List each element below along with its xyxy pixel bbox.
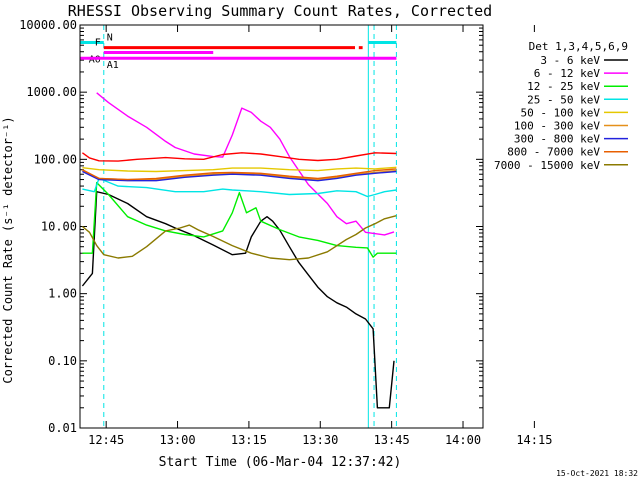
legend-label: 25 - 50 keV	[527, 93, 600, 106]
series-line	[82, 168, 397, 181]
legend-label: 12 - 25 keV	[527, 80, 600, 93]
plot-frame	[79, 24, 484, 429]
series-line	[82, 181, 397, 258]
status-bar-label: A0	[89, 54, 101, 65]
y-tick-label: 10.00	[41, 220, 77, 234]
x-tick-label: 12:45	[88, 433, 124, 447]
status-bar-label: F	[95, 38, 101, 49]
legend-label: 3 - 6 keV	[540, 54, 600, 67]
y-tick-label: 10000.00	[19, 18, 77, 32]
y-tick-label: 0.01	[48, 421, 77, 435]
chart-title: RHESSI Observing Summary Count Rates, Co…	[68, 2, 492, 20]
legend-title: Det 1,3,4,5,6,9	[529, 40, 628, 53]
x-tick-label: 13:15	[231, 433, 267, 447]
legend-label: 7000 - 15000 keV	[494, 159, 600, 172]
x-tick-label: 14:15	[516, 433, 552, 447]
legend-label: 50 - 100 keV	[521, 106, 601, 119]
plot-area: 10000.00 1000.00 100.00 10.00 1.00 0.10 0.01 12…	[19, 18, 552, 447]
y-tick-label: 1000.00	[26, 85, 77, 99]
legend-label: 6 - 12 keV	[534, 67, 601, 80]
x-tick-label: 13:30	[302, 433, 338, 447]
x-tick-label: 13:45	[374, 433, 410, 447]
legend-label: 800 - 7000 keV	[507, 146, 600, 159]
status-bar-label: N	[107, 32, 113, 43]
series-line	[81, 215, 397, 261]
series-line	[82, 177, 397, 198]
y-tick-label: 100.00	[34, 152, 77, 166]
x-tick-label: 13:00	[159, 433, 195, 447]
series-line	[82, 166, 397, 173]
x-tick-label: 14:00	[445, 433, 481, 447]
y-tick-label: 1.00	[48, 287, 77, 301]
y-axis-label: Corrected Count Rate (s⁻¹ detector⁻¹)	[1, 116, 15, 383]
series-line	[81, 152, 397, 162]
series-line	[81, 190, 395, 409]
status-bar-label: A1	[107, 60, 119, 71]
legend-label: 100 - 300 keV	[514, 120, 600, 133]
y-tick-label: 0.10	[48, 354, 77, 368]
footer-date: 15-Oct-2021 18:32	[556, 469, 638, 478]
series-line	[96, 92, 395, 236]
legend-label: 300 - 800 keV	[514, 133, 600, 146]
series-line	[82, 170, 397, 182]
x-axis-label: Start Time (06-Mar-04 12:37:42)	[159, 455, 402, 470]
